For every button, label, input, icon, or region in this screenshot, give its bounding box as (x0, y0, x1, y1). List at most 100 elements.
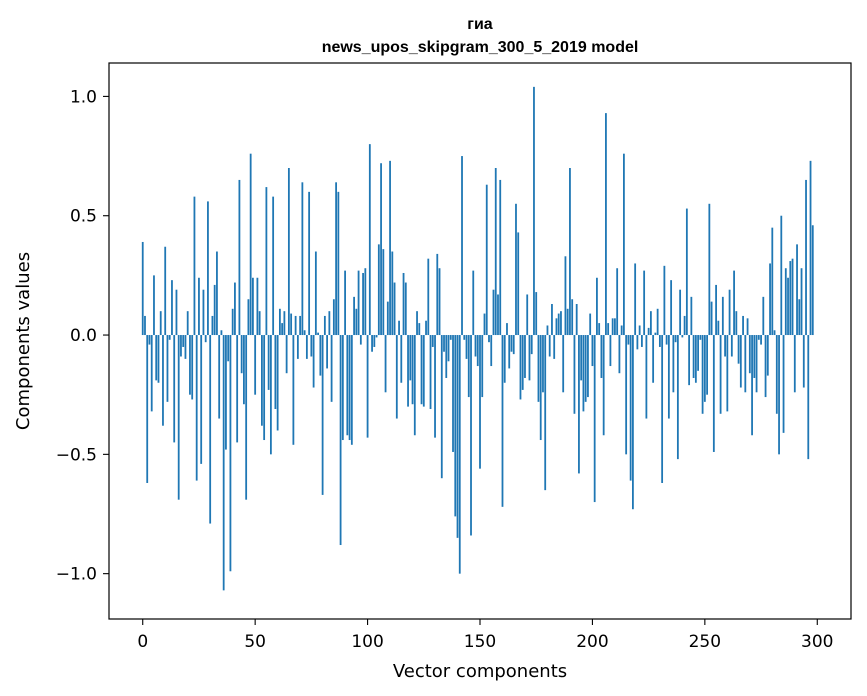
bar-component-111 (391, 251, 394, 336)
bar-component-1 (144, 315, 146, 336)
bar-component-145 (467, 335, 470, 398)
bar-component-202 (596, 277, 598, 336)
bar-component-274 (757, 335, 760, 340)
bar-component-133 (440, 335, 443, 479)
bar-component-273 (755, 335, 758, 393)
bar-component-139 (454, 335, 457, 517)
bar-component-208 (609, 335, 612, 367)
bar-component-76 (312, 335, 315, 388)
bar-component-67 (292, 335, 295, 445)
bar-component-238 (676, 335, 679, 460)
x-tick-label: 300 (801, 632, 833, 652)
bar-component-121 (413, 335, 416, 436)
bar-component-192 (573, 335, 576, 414)
y-axis-label: Components values (13, 252, 34, 430)
bar-component-282 (775, 335, 778, 414)
bar-component-51 (256, 277, 259, 336)
bar-component-135 (445, 335, 448, 378)
x-tick-label: 50 (244, 632, 266, 652)
x-tick-label: 200 (576, 632, 608, 652)
bar-component-85 (332, 299, 335, 336)
bar-component-130 (434, 335, 436, 438)
bar-component-157 (494, 168, 497, 336)
bar-component-17 (180, 335, 182, 357)
bar-component-241 (683, 315, 686, 336)
bar-component-189 (566, 308, 569, 336)
bar-component-18 (182, 335, 185, 347)
bar-component-88 (339, 335, 342, 546)
bar-component-177 (539, 335, 542, 441)
y-tick-label: −1.0 (56, 565, 97, 585)
bar-component-136 (447, 335, 450, 362)
bar-component-254 (712, 335, 715, 452)
bar-component-223 (643, 270, 646, 336)
bar-component-153 (485, 184, 488, 336)
bar-component-41 (234, 282, 236, 336)
bar-component-231 (661, 335, 664, 483)
bar-component-172 (528, 335, 531, 381)
bar-component-93 (350, 335, 353, 445)
x-tick-label: 0 (137, 632, 148, 652)
bar-component-283 (778, 335, 780, 455)
bar-component-21 (189, 335, 191, 395)
bar-component-264 (735, 311, 738, 336)
bar-component-7 (157, 335, 160, 383)
bar-component-250 (703, 335, 706, 402)
bar-component-103 (373, 335, 376, 347)
y-tick-label: 1.0 (70, 87, 97, 107)
bar-component-251 (706, 335, 708, 395)
bar-component-174 (533, 86, 535, 336)
bar-component-244 (690, 296, 693, 336)
bar-component-20 (186, 311, 189, 336)
bar-component-152 (483, 313, 486, 336)
bar-component-63 (283, 311, 286, 336)
bar-component-27 (202, 289, 205, 336)
bar-component-83 (328, 311, 331, 336)
bar-component-214 (623, 153, 625, 336)
bar-component-160 (501, 335, 504, 507)
bar-component-44 (240, 335, 243, 374)
bar-component-286 (784, 268, 787, 336)
bar-component-58 (272, 196, 275, 336)
bar-component-220 (636, 335, 639, 350)
bar-component-297 (809, 160, 812, 336)
bar-component-229 (656, 308, 659, 336)
bar-component-217 (629, 335, 632, 481)
bar-component-64 (285, 335, 288, 374)
bar-component-216 (627, 335, 630, 345)
bar-component-31 (211, 315, 214, 336)
bar-component-52 (258, 311, 261, 336)
bar-component-201 (593, 335, 596, 503)
bar-component-32 (213, 284, 216, 336)
bar-component-166 (515, 203, 517, 336)
bar-component-124 (420, 335, 423, 405)
bar-component-154 (488, 335, 490, 343)
bar-component-9 (162, 335, 164, 426)
bar-component-6 (155, 335, 158, 381)
bar-component-195 (580, 335, 583, 381)
bar-component-288 (789, 261, 792, 336)
bar-series (141, 86, 814, 591)
bar-component-191 (571, 299, 574, 336)
bar-component-279 (769, 263, 771, 336)
bar-component-215 (625, 335, 628, 455)
bar-component-114 (398, 320, 400, 336)
bar-component-15 (175, 289, 178, 336)
bar-component-75 (310, 335, 313, 357)
bar-component-23 (193, 196, 196, 336)
bar-component-246 (694, 335, 697, 383)
bar-component-61 (278, 308, 281, 336)
bar-component-258 (721, 296, 724, 336)
bar-component-165 (512, 335, 515, 355)
bar-component-122 (416, 311, 418, 336)
bar-component-86 (335, 182, 337, 336)
bar-component-178 (542, 335, 544, 393)
bar-component-4 (150, 335, 153, 412)
bar-component-151 (481, 335, 484, 398)
bar-component-108 (384, 335, 387, 393)
bar-component-263 (733, 270, 735, 336)
bar-component-128 (429, 335, 432, 409)
x-tick-label: 150 (464, 632, 496, 652)
bar-component-79 (319, 335, 322, 376)
bar-component-276 (762, 296, 765, 336)
